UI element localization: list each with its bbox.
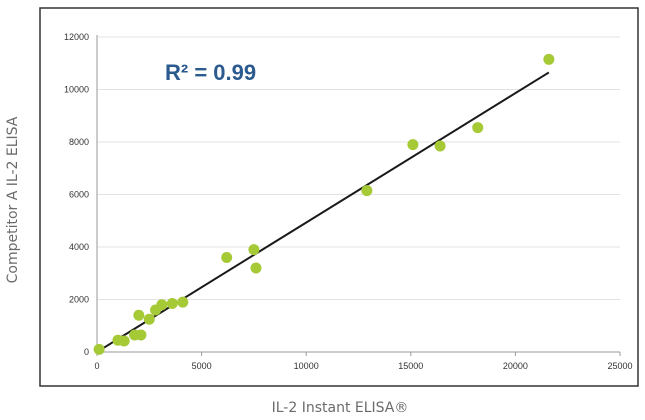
data-point-0-6 xyxy=(143,313,155,325)
x-tick-label-4: 20000 xyxy=(503,361,528,371)
data-point-0-0 xyxy=(93,343,105,355)
data-point-0-18 xyxy=(543,53,555,65)
data-point-0-16 xyxy=(434,140,446,152)
data-point-0-9 xyxy=(166,297,178,309)
data-point-0-8 xyxy=(156,299,168,311)
tick-labels: 0 2000 4000 6000 8000 10000 12000 0 5000 10000 150… xyxy=(64,32,633,371)
x-axis-title: IL-2 Instant ELISA® xyxy=(272,400,409,416)
data-point-0-13 xyxy=(250,262,262,274)
x-tick-label-2: 10000 xyxy=(294,361,319,371)
y-tick-label-5: 10000 xyxy=(64,85,89,95)
data-point-0-10 xyxy=(177,296,189,308)
chart-frame xyxy=(39,7,639,387)
y-tick-label-3: 6000 xyxy=(69,190,89,200)
x-tick-label-0: 0 xyxy=(94,361,99,371)
data-point-0-12 xyxy=(248,244,260,256)
y-tick-label-6: 12000 xyxy=(64,32,89,42)
y-axis-title: Competitor A IL-2 ELISA xyxy=(5,116,21,283)
data-point-0-5 xyxy=(133,309,145,321)
data-point-0-14 xyxy=(361,185,373,197)
x-tick-label-3: 15000 xyxy=(398,361,423,371)
y-tick-label-4: 8000 xyxy=(69,137,89,147)
y-tick-label-0: 0 xyxy=(84,347,89,357)
y-tick-label-1: 2000 xyxy=(69,295,89,305)
data-point-0-17 xyxy=(472,122,484,134)
x-tick-label-1: 5000 xyxy=(192,361,212,371)
data-point-0-11 xyxy=(221,252,233,263)
y-tick-label-2: 4000 xyxy=(69,242,89,252)
data-points xyxy=(93,53,555,355)
data-point-0-15 xyxy=(407,139,419,151)
data-point-0-4 xyxy=(135,329,147,341)
x-tick-label-5: 25000 xyxy=(607,361,632,371)
r-squared-annotation: R² = 0.99 xyxy=(165,60,256,85)
data-point-0-2 xyxy=(118,335,130,347)
